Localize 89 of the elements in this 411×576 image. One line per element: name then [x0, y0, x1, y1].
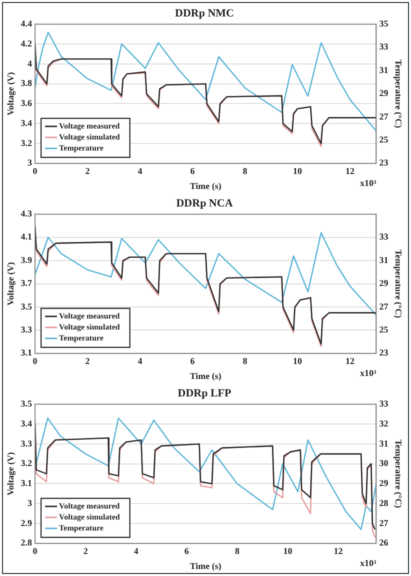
y2-tick-label: 27 [379, 301, 389, 312]
x-tick-label: 0 [32, 546, 38, 556]
text: x10³ [360, 368, 376, 378]
y-tick-label: 3.7 [20, 278, 33, 288]
y-tick-label: 3 [28, 158, 33, 168]
chart-title: DDRp NCA [176, 197, 233, 210]
y-tick-label: 3.4 [20, 118, 33, 128]
y-tick-label: 4.4 [20, 18, 33, 29]
y2-tick-label: 29 [379, 478, 389, 488]
x-axis-title: Time (s) [190, 180, 222, 191]
y2-tick-label: 29 [379, 278, 389, 288]
chart-title: DDRp LFP [178, 387, 232, 400]
x-tick-label: 12 [334, 546, 344, 556]
x-tick-label: 4 [138, 356, 143, 366]
y-tick-label: 3.1 [20, 478, 33, 488]
y-tick-label: 3.8 [20, 78, 33, 88]
x-tick-label: 4 [134, 546, 139, 556]
y-tick-label: 4.2 [20, 38, 33, 48]
legend-label: Voltage measured [59, 311, 120, 320]
y-tick-label: 3.3 [20, 438, 33, 448]
x-tick-label: 6 [190, 166, 196, 176]
y2-tick-label: 33 [379, 398, 389, 409]
y2-tick-label: 33 [379, 42, 389, 52]
legend-label: Temperature [59, 333, 104, 342]
x-tick-label: 8 [242, 166, 248, 176]
y2-tick-label: 25 [379, 324, 389, 335]
y2-tick-label: 29 [379, 88, 389, 98]
x-tick-label: 2 [85, 166, 90, 176]
y2-tick-label: 31 [379, 64, 389, 75]
y2-tick-label: 23 [379, 348, 389, 358]
x-tick-label: 4 [138, 166, 143, 176]
y2-tick-label: 25 [379, 134, 389, 145]
y-tick-label: 4 [28, 58, 33, 68]
legend-label: Voltage simulated [59, 132, 120, 142]
y-tick-label: 3.6 [20, 98, 33, 108]
y-tick-label: 2.9 [20, 518, 33, 528]
x-tick-label: 2 [83, 546, 88, 556]
x-tick-label: 8 [234, 546, 240, 556]
x-tick-label: 2 [85, 356, 90, 366]
legend-label: Voltage simulated [59, 512, 120, 522]
text: x10³ [360, 558, 376, 568]
text: x10³ [360, 178, 376, 188]
y-tick-label: 3.5 [20, 398, 33, 409]
legend-label: Temperature [59, 523, 104, 532]
y2-tick-label: 28 [379, 498, 389, 508]
y-tick-label: 3.4 [20, 418, 33, 428]
y-tick-label: 3.1 [20, 348, 33, 358]
y2-tick-label: 32 [379, 418, 389, 428]
x-tick-label: 12 [345, 356, 355, 366]
y2-tick-label: 35 [379, 18, 389, 29]
y-tick-label: 3.2 [20, 138, 33, 148]
x-axis-title: Time (s) [190, 370, 222, 381]
y-tick-label: 3.3 [20, 324, 33, 335]
x-tick-label: 10 [292, 356, 302, 366]
y-tick-label: 3.2 [20, 458, 33, 468]
y2-axis-title: Temperature (°C) [393, 60, 404, 128]
x-tick-label: 0 [32, 166, 38, 176]
y-tick-label: 4.1 [20, 232, 33, 242]
y2-tick-label: 27 [379, 518, 389, 528]
x-tick-label: 6 [184, 546, 190, 556]
y2-axis-title: Temperature (°C) [393, 250, 404, 318]
y2-tick-label: 27 [379, 111, 389, 122]
y2-tick-label: 23 [379, 158, 389, 168]
legend-label: Voltage measured [59, 121, 120, 130]
x-tick-label: 10 [283, 546, 293, 556]
y-axis-title: Voltage (V) [6, 72, 16, 116]
x-tick-label: 0 [32, 356, 38, 366]
y-axis-title: Voltage (V) [6, 262, 16, 306]
x-axis-title: Time (s) [190, 560, 222, 571]
y-tick-label: 4.3 [20, 208, 33, 219]
x-tick-label: 6 [190, 356, 196, 366]
y2-tick-label: 26 [379, 538, 389, 548]
y-axis-title: Voltage (V) [6, 452, 16, 496]
x-tick-label: 8 [242, 356, 248, 366]
y2-axis-title: Temperature (°C) [393, 440, 404, 508]
y2-tick-label: 31 [379, 438, 389, 448]
y-tick-label: 2.8 [20, 538, 33, 548]
chart-title: DDRp NMC [175, 7, 234, 20]
legend-label: Temperature [59, 143, 104, 152]
y2-tick-label: 30 [379, 458, 389, 468]
y2-tick-label: 31 [379, 254, 389, 265]
legend-label: Voltage measured [59, 501, 120, 510]
y-tick-label: 3.5 [20, 301, 33, 312]
y-tick-label: 3.9 [20, 254, 33, 265]
x-tick-label: 10 [292, 166, 302, 176]
x-tick-label: 12 [345, 166, 355, 176]
y2-tick-label: 33 [379, 232, 389, 242]
legend-label: Voltage simulated [59, 322, 120, 332]
y-tick-label: 3 [28, 498, 33, 508]
